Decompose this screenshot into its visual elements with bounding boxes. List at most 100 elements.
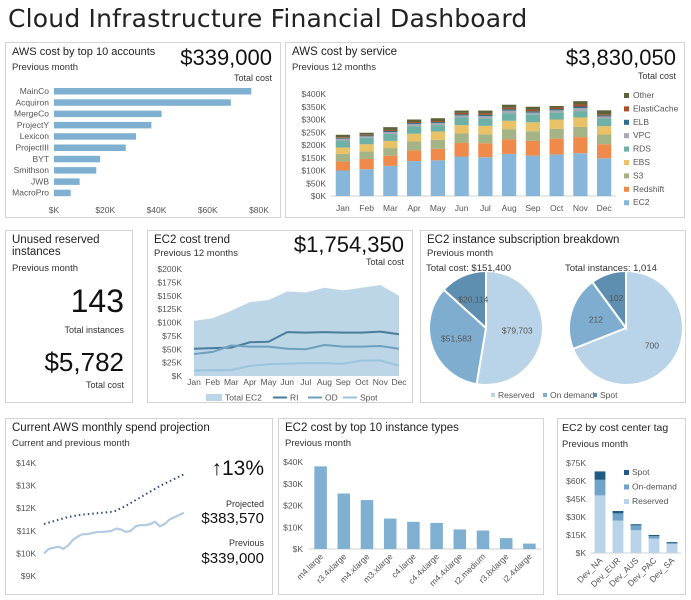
bar-segment-ebs <box>407 133 422 142</box>
legend-label: Reserved <box>498 390 535 400</box>
panel-ec2-trend: $K $25K $50K $75K $100K $125K $150K $175K $200K J… <box>147 230 413 403</box>
legend-label: Redshift <box>633 184 665 194</box>
bar-segment-ec2 <box>454 156 469 196</box>
bar-segment-s3 <box>573 126 588 138</box>
legend-swatch <box>624 173 629 179</box>
legend-swatch <box>624 484 629 490</box>
bar-segment-on-demand <box>594 479 606 496</box>
y-tick-label: $13K <box>16 481 36 491</box>
legend-label: Reserved <box>632 496 669 506</box>
y-tick-label: $100K <box>301 166 326 176</box>
legend-label: VPC <box>633 130 650 140</box>
bar-segment-s3 <box>407 141 422 151</box>
bar-segment-other <box>430 118 445 122</box>
y-tick-label: $250K <box>301 127 326 137</box>
x-tick-label: Nov <box>373 377 389 387</box>
y-tick-label: $K <box>576 548 587 558</box>
bar-segment-on-demand <box>648 536 660 539</box>
y-tick-label: $45K <box>566 494 586 504</box>
projected-value: $383,570 <box>201 510 264 527</box>
bar-segment-other <box>478 110 493 114</box>
projected-line <box>43 473 185 525</box>
bar-segment-spot <box>648 535 660 537</box>
total-cost-label: Total cost <box>365 257 404 267</box>
bar-segment-s3 <box>525 131 540 141</box>
pie-slice-spot <box>442 269 487 331</box>
panel-instance-types: $K $10K $20K $30K $40K m4.large r3.4xlarge m4.x… <box>278 418 544 595</box>
panel-title: Unused reserved instances <box>12 234 100 258</box>
bar-segment-elb <box>335 137 350 139</box>
bar-segment-elasticache <box>478 113 493 115</box>
bar-segment-rds <box>335 140 350 148</box>
panel-title: EC2 cost by top 10 instance types <box>285 422 459 434</box>
bar-segment-elasticache <box>573 104 588 107</box>
bar-segment-spot <box>594 471 606 480</box>
unused-cost-value: $5,782 <box>44 347 124 377</box>
slice-label: $20,114 <box>458 294 488 304</box>
y-tick-label: $60K <box>566 476 586 486</box>
bar-segment-vpc <box>502 110 517 114</box>
legend-label: EC2 <box>633 197 650 207</box>
bar-segment-vpc <box>454 115 469 118</box>
cost-center-chart: $K$15K$30K$45K$60K$75KDev_NADev_EURDev_A… <box>566 458 681 589</box>
legend-label: On-demand <box>632 482 677 492</box>
bar-segment-ebs <box>359 144 374 152</box>
bar <box>54 144 126 151</box>
panel-unused-reserved: Unused reserved instances Previous month… <box>5 230 133 403</box>
bar-segment-ec2 <box>407 161 422 196</box>
x-tick-label: $40K <box>147 205 167 215</box>
panel-title: AWS cost by service <box>292 46 398 58</box>
bar <box>407 521 420 549</box>
legend-label: EBS <box>633 157 650 167</box>
bar-segment-redshift <box>359 159 374 170</box>
x-tick-label: Mar <box>224 377 239 387</box>
bar-segment-ebs <box>454 125 469 134</box>
bar-segment-elasticache <box>430 121 445 123</box>
y-tick-label: $10K <box>16 548 36 558</box>
panel-title: AWS cost by top 10 accounts <box>12 46 156 58</box>
bar-segment-ebs <box>383 140 398 149</box>
x-tick-label: Nov <box>573 203 589 213</box>
bar-segment-s3 <box>597 134 612 145</box>
area-total-ec2 <box>194 285 399 376</box>
bar-segment-ebs <box>549 119 564 129</box>
x-tick-label: Aug <box>317 377 332 387</box>
legend-swatch <box>543 393 547 397</box>
projection-chart: $9K $10K $11K $12K $13K $14K <box>16 458 185 581</box>
bar-segment-redshift <box>407 150 422 162</box>
y-tick-label: $300K <box>301 115 326 125</box>
projected-label: Projected <box>225 499 264 509</box>
bar-segment-rds <box>359 137 374 145</box>
bar-segment-rds <box>597 118 612 127</box>
bar-segment-spot <box>666 541 678 543</box>
bar-segment-rds <box>478 118 493 126</box>
bar <box>54 88 252 95</box>
bar-segment-ec2 <box>383 165 398 196</box>
change-percent: ↑13% <box>211 457 264 480</box>
x-tick-label: Jun <box>455 203 469 213</box>
x-tick-label: Feb <box>359 203 374 213</box>
legend-label: On demand <box>550 390 595 400</box>
bar-segment-redshift <box>525 140 540 156</box>
x-tick-label: Aug <box>502 203 517 213</box>
bar-segment-elasticache <box>407 122 422 124</box>
bar-segment-ebs <box>430 131 445 140</box>
legend-swatch <box>624 106 629 112</box>
total-cost-label: Total cost: $151,400 <box>426 263 512 274</box>
panel-title: EC2 by cost center tag <box>562 422 669 434</box>
bar-segment-reserved <box>630 530 642 553</box>
legend-label: Spot <box>360 393 378 403</box>
bar-segment-s3 <box>359 151 374 160</box>
x-tick-label: Jul <box>300 377 311 387</box>
x-tick-label: Sep <box>336 377 351 387</box>
bar-segment-vpc <box>407 124 422 127</box>
bar <box>453 529 467 549</box>
bar-segment-ec2 <box>430 160 445 196</box>
x-tick-label: Mar <box>383 203 398 213</box>
bar-segment-rds <box>454 117 469 126</box>
category-label: ProjectY <box>17 120 49 130</box>
bar-segment-ec2 <box>502 153 517 196</box>
pie-slice-spot <box>590 269 627 332</box>
bar-segment-s3 <box>335 153 350 162</box>
x-tick-label: $20K <box>95 205 115 215</box>
